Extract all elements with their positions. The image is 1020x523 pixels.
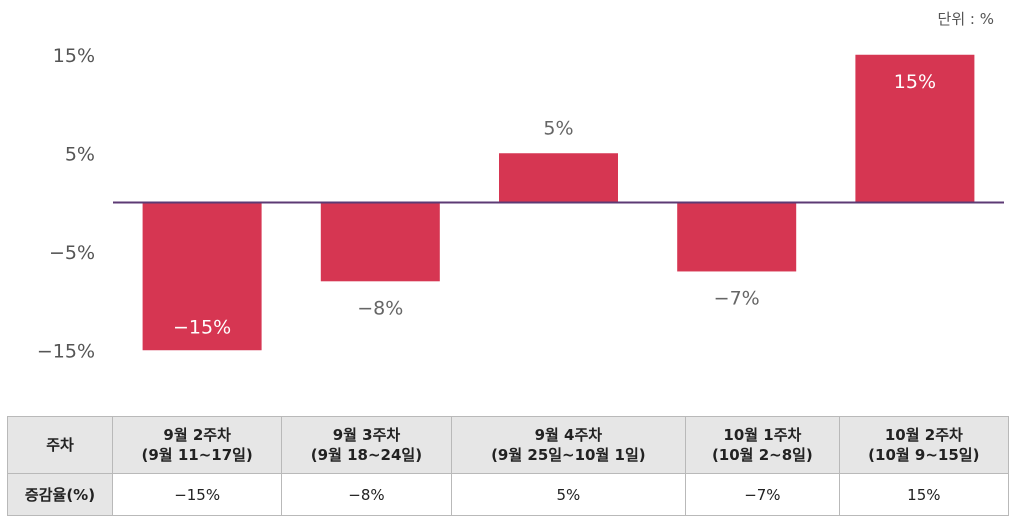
bar — [499, 153, 618, 203]
unit-label: 단위 : % — [937, 10, 994, 28]
bar — [677, 202, 797, 272]
header-line1: 9월 3주차 — [332, 426, 401, 444]
table-cell-value: −15% — [111, 473, 283, 516]
table-header-row: 주차 9월 2주차 (9월 11~17일) 9월 3주차 (9월 18~24일) 9… — [7, 416, 1010, 474]
y-tick-label: 5% — [65, 143, 95, 165]
data-table: 주차 9월 2주차 (9월 11~17일) 9월 3주차 (9월 18~24일) 9… — [7, 416, 1010, 516]
table-row: 증감율(%) −15% −8% 5% −7% 15% — [7, 473, 1010, 516]
bar-chart: 15% 5% −5% −15% −15% −8% 5% −7% 15% — [37, 45, 1004, 362]
data-label: 5% — [543, 117, 573, 139]
table-cell-value: −8% — [281, 473, 452, 516]
header-cell: 10월 1주차 (10월 2~8일) — [685, 416, 840, 474]
data-label: −7% — [714, 287, 760, 309]
header-cell: 9월 3주차 (9월 18~24일) — [281, 416, 452, 474]
header-line2: (10월 2~8일) — [711, 446, 813, 464]
header-line1: 10월 2주차 — [884, 426, 963, 444]
data-label: −8% — [357, 297, 403, 319]
row-label-change-rate: 증감율(%) — [7, 473, 113, 516]
table-cell-value: 15% — [838, 473, 1010, 516]
y-tick-label: −5% — [49, 242, 95, 264]
table-cell-value: −7% — [685, 473, 840, 516]
header-cell-week: 주차 — [7, 416, 113, 474]
table-cell-value: 5% — [450, 473, 687, 516]
data-label: 15% — [894, 71, 936, 93]
header-cell: 10월 2주차 (10월 9~15일) — [838, 416, 1010, 474]
header-line2: (10월 9~15일) — [868, 446, 980, 464]
header-line1: 9월 2주차 — [163, 426, 231, 444]
header-line2: (9월 11~17일) — [141, 446, 253, 464]
header-line2: (9월 18~24일) — [310, 446, 423, 464]
header-line1: 9월 4주차 — [534, 426, 603, 444]
y-tick-label: 15% — [53, 45, 95, 67]
header-cell: 9월 2주차 (9월 11~17일) — [111, 416, 283, 474]
header-line1: 10월 1주차 — [723, 426, 802, 444]
bar — [142, 202, 262, 351]
header-cell: 9월 4주차 (9월 25일~10월 1일) — [450, 416, 687, 474]
y-tick-label: −15% — [37, 340, 95, 362]
bar — [855, 54, 975, 203]
data-label: −15% — [173, 316, 231, 338]
header-line2: (9월 25일~10월 1일) — [491, 446, 646, 464]
bar — [320, 202, 440, 282]
